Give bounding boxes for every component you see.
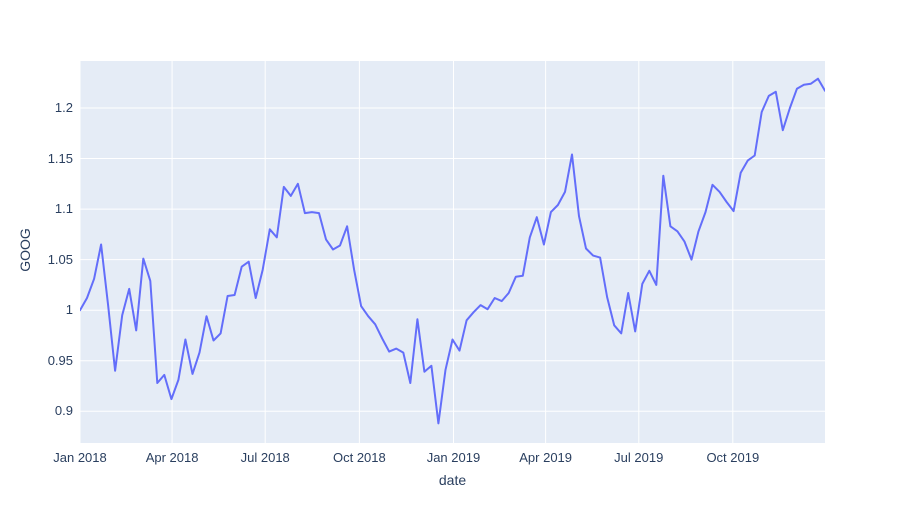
x-tick-label: Jul 2018 (240, 450, 290, 465)
y-tick-label: 0.9 (54, 403, 73, 419)
y-tick-label: 1.05 (47, 251, 73, 267)
x-tick-label: Jan 2018 (53, 450, 107, 465)
x-tick-label: Oct 2019 (706, 450, 760, 465)
x-tick-label: Jul 2019 (614, 450, 664, 465)
x-tick-label: Oct 2018 (332, 450, 386, 465)
x-tick-label: Jan 2019 (426, 450, 481, 465)
x-axis-title: date (438, 472, 467, 488)
y-tick-label: 0.95 (47, 352, 73, 368)
y-tick-label: 1 (65, 302, 73, 318)
plot-area[interactable] (80, 61, 825, 443)
y-tick-label: 1.1 (54, 201, 73, 217)
chart-canvas[interactable] (80, 61, 825, 443)
y-tick-label: 1.2 (54, 100, 73, 115)
x-tick-label: Apr 2019 (519, 450, 573, 465)
x-tick-label: Apr 2018 (145, 450, 199, 465)
goog-line-series[interactable] (80, 77, 825, 425)
y-tick-label: 1.15 (47, 150, 73, 166)
